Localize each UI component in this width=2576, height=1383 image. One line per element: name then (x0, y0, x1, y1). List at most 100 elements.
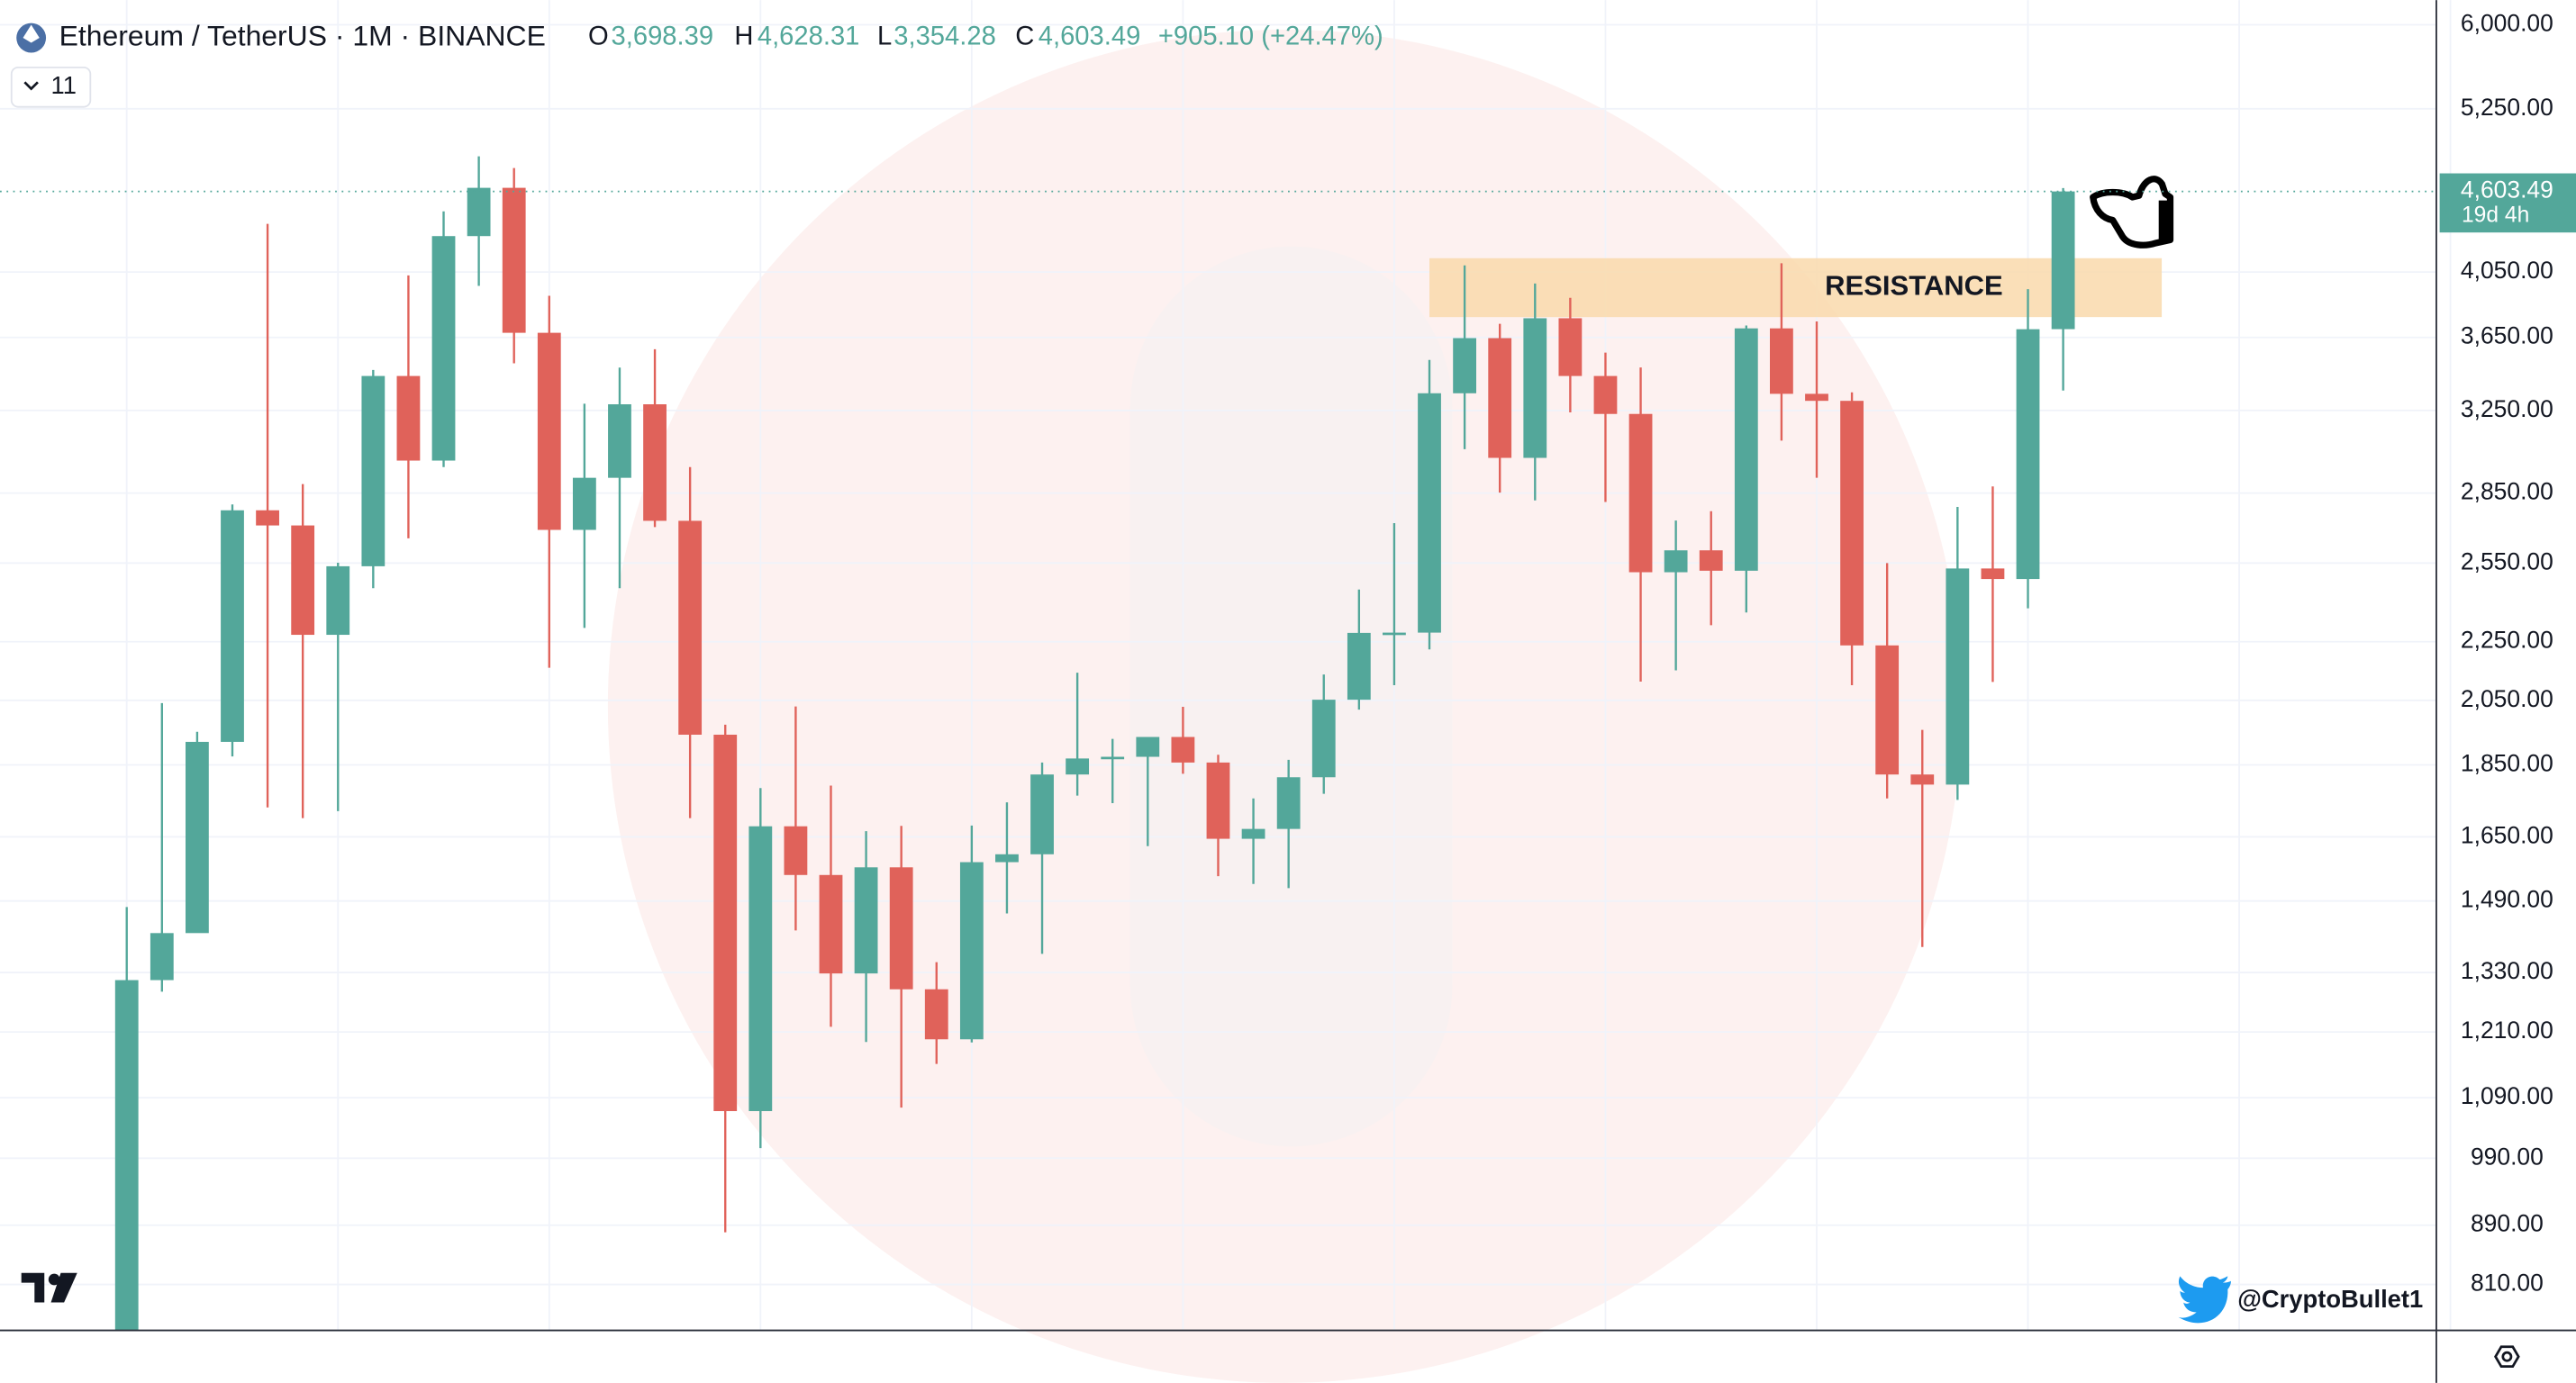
candle-body (1276, 777, 1301, 829)
candle-body (889, 867, 913, 990)
candle-body (1946, 568, 1970, 785)
candle-body (1241, 828, 1265, 839)
y-tick-label: 1,210.00 (2461, 1017, 2553, 1044)
indicator-toggle[interactable] (10, 66, 92, 108)
y-tick-label: 4,050.00 (2461, 257, 2553, 284)
resistance-zone (1429, 258, 2163, 318)
candle-body (608, 404, 631, 478)
candle-body (185, 741, 209, 934)
settings-icon[interactable] (2494, 1345, 2520, 1369)
candle-body (326, 565, 350, 636)
ohlc-legend: O 3,698.39 H 4,628.31 L 3,354.28 C 4,603.49 +905… (588, 23, 1383, 51)
y-tick-label: 1,330.00 (2461, 957, 2553, 984)
y-tick-label: 810.00 (2471, 1270, 2544, 1297)
resistance-label: RESISTANCE (1825, 270, 2003, 302)
last-price-label: 4,603.49 (2461, 176, 2553, 203)
candle-body (959, 862, 984, 1040)
y-tick-label: 2,550.00 (2461, 547, 2553, 574)
legend-key: L (877, 23, 892, 51)
tradingview-logo (21, 1272, 77, 1303)
candle-body (1523, 318, 1547, 458)
candle-body (1136, 737, 1160, 757)
candle-body (1805, 393, 1828, 402)
candle-body (1593, 375, 1618, 414)
legend-value: 3,698.39 (612, 23, 714, 51)
symbol-title: Ethereum / TetherUS · 1M · BINANCE (59, 19, 546, 51)
candle-body (221, 510, 244, 742)
candle-body (1206, 762, 1230, 839)
indicator-count: 11 (51, 71, 77, 99)
candle-body (713, 734, 738, 1112)
candle-body (396, 375, 421, 461)
candle-body (1453, 338, 1477, 393)
watermark-handle: @CryptoBullet1 (2237, 1285, 2423, 1313)
y-tick-label: 2,050.00 (2461, 685, 2553, 712)
last-price-box (2439, 173, 2576, 233)
candle-body (1664, 550, 1688, 573)
candle-body (431, 236, 456, 461)
y-tick-label: 5,250.00 (2461, 94, 2553, 121)
candle-body (2016, 329, 2040, 580)
candle-body (784, 826, 808, 875)
candle-body (819, 874, 843, 974)
candle-body (1875, 645, 1900, 775)
y-tick-label: 6,000.00 (2461, 9, 2553, 36)
y-tick-label: 1,850.00 (2461, 750, 2553, 777)
y-tick-label: 890.00 (2471, 1210, 2544, 1237)
candle-body (995, 854, 1019, 863)
candle-body (1488, 338, 1512, 458)
candle-body (643, 404, 667, 521)
candle-body (1418, 393, 1441, 633)
y-tick-label: 3,250.00 (2461, 395, 2553, 422)
candle-body (1981, 568, 2005, 580)
candle-body (1066, 758, 1090, 775)
candle-body (114, 980, 139, 1331)
legend-value: 4,628.31 (757, 23, 860, 51)
candle-body (502, 187, 526, 333)
pointing-hand-icon (2090, 176, 2174, 249)
candle-body (1171, 737, 1195, 763)
candle-body (1030, 774, 1054, 854)
candle-body (1101, 756, 1125, 760)
symbol-icon-glyph (23, 24, 40, 43)
candles (114, 156, 2075, 1331)
legend-key: O (588, 23, 609, 51)
candle-body (1910, 774, 1935, 785)
candle-body (2051, 191, 2075, 330)
y-tick-label: 1,490.00 (2461, 886, 2553, 913)
y-tick-label: 2,850.00 (2461, 478, 2553, 505)
candle-body (537, 332, 561, 530)
countdown-label: 19d 4h (2462, 203, 2529, 227)
candle-body (1770, 328, 1793, 394)
candle-body (291, 525, 315, 636)
candle-body (1383, 632, 1406, 636)
resistance-zone-layer (1429, 258, 2163, 318)
y-tick-label: 1,090.00 (2461, 1082, 2553, 1109)
legend-key: C (1015, 23, 1034, 51)
twitter-icon (2178, 1276, 2231, 1324)
candle-body (1840, 401, 1864, 646)
watermark-shape (1129, 246, 1453, 1147)
candle-body (256, 510, 279, 526)
candle-body (1699, 550, 1723, 571)
candle-body (678, 520, 703, 735)
candle-body (1558, 318, 1583, 376)
legend-key: H (734, 23, 753, 51)
candle-body (924, 989, 948, 1040)
y-axis: 6,000.00 5,250.00 4,050.00 3,650.00 3,250.00… (2461, 9, 2553, 1296)
candle-body (1628, 413, 1653, 573)
candle-body (1347, 632, 1371, 701)
candle-body (467, 187, 491, 237)
candle-body (748, 826, 773, 1112)
y-tick-label: 3,650.00 (2461, 322, 2553, 349)
candle-body (854, 867, 878, 974)
candle-body (1311, 700, 1336, 778)
candle-body (1734, 328, 1758, 571)
y-tick-label: 2,250.00 (2461, 627, 2553, 654)
candle-body (150, 933, 174, 981)
y-tick-label: 1,650.00 (2461, 821, 2553, 848)
chevron-icon (23, 81, 39, 91)
legend-value: 3,354.28 (893, 23, 996, 51)
